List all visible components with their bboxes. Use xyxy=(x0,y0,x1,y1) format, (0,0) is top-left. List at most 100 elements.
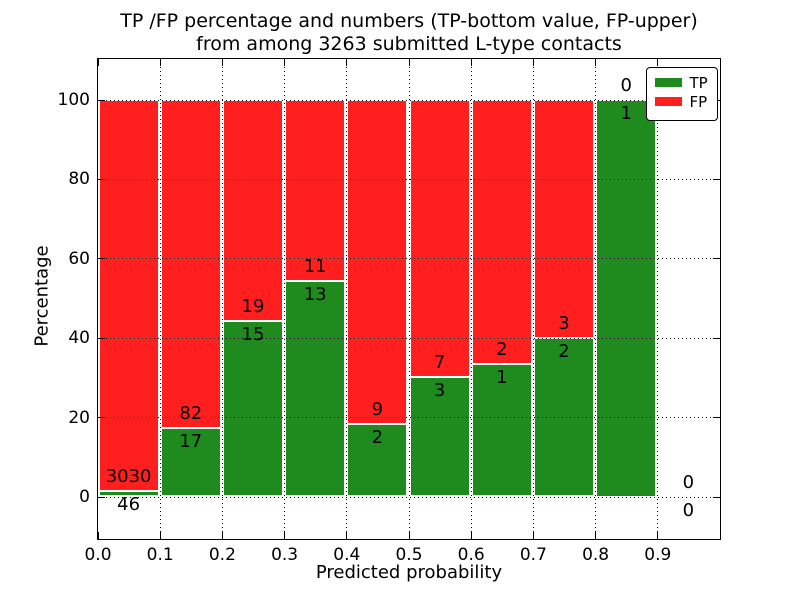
x-tick-bottom xyxy=(346,531,348,539)
y-tick-left xyxy=(97,178,105,180)
x-tick-label: 0.8 xyxy=(582,545,610,565)
fp-count-label: 11 xyxy=(303,256,327,278)
x-tick-top xyxy=(470,58,472,66)
y-tick-label: 100 xyxy=(57,90,90,110)
x-tick-bottom xyxy=(532,531,534,539)
x-tick-label: 0.6 xyxy=(457,545,485,565)
fp-count-label: 3030 xyxy=(105,465,152,487)
x-tick-label: 0.0 xyxy=(84,545,112,565)
x-tick-top xyxy=(97,58,99,66)
x-axis-label: Predicted probability xyxy=(315,562,503,583)
x-tick-top xyxy=(532,58,534,66)
bar-segment-tp xyxy=(409,377,470,497)
x-tick-label: 0.1 xyxy=(146,545,174,565)
chart-title-block: TP /FP percentage and numbers (TP-bottom… xyxy=(59,10,759,56)
bar-segment-tp xyxy=(347,424,408,497)
x-tick-top xyxy=(657,58,659,66)
gridline-vertical xyxy=(346,58,348,539)
tp-count-label: 1 xyxy=(620,102,632,124)
x-tick-bottom xyxy=(408,531,410,539)
y-tick-label: 0 xyxy=(79,487,90,507)
y-tick-label: 40 xyxy=(68,328,90,349)
fp-color-swatch xyxy=(654,97,682,106)
fp-count-label: 19 xyxy=(241,296,265,318)
bar-segment-tp xyxy=(533,337,595,497)
y-tick-label: 20 xyxy=(68,407,90,428)
bar-segment-tp xyxy=(471,364,532,497)
bar-segment-tp xyxy=(596,99,657,497)
gridline-vertical xyxy=(595,58,597,539)
tp-count-label: 13 xyxy=(303,284,327,306)
fp-count-label: 9 xyxy=(371,399,384,421)
tp-count-label: 2 xyxy=(558,340,570,362)
tp-count-label: 2 xyxy=(371,427,384,449)
x-tick-label: 0.5 xyxy=(395,545,423,565)
plot-area: TP FP 3030 46 82 17 19 15 11 13 9 2 7 3 2 1 3 2 0 1 0 0 xyxy=(96,57,721,540)
gridline-vertical xyxy=(657,58,659,539)
x-tick-top xyxy=(595,58,597,66)
bar-segment-fp xyxy=(471,99,532,365)
fp-count-label: 0 xyxy=(682,471,695,493)
legend-entry-tp: TP xyxy=(647,74,717,92)
x-tick-label: 0.9 xyxy=(644,545,672,565)
y-tick-left xyxy=(97,258,105,260)
tp-count-label: 15 xyxy=(241,324,265,346)
tp-count-label: 17 xyxy=(179,431,203,453)
x-tick-label: 0.2 xyxy=(208,545,236,565)
chart-subtitle: from among 3263 submitted L-type contact… xyxy=(196,33,622,55)
legend-label-fp: FP xyxy=(689,92,708,111)
y-tick-label: 60 xyxy=(68,248,90,269)
y-tick-right xyxy=(712,258,720,260)
fp-count-label: 7 xyxy=(433,352,446,374)
bar-segment-tp xyxy=(98,490,159,497)
tp-color-swatch xyxy=(654,78,682,87)
y-tick-right xyxy=(712,417,720,419)
y-tick-left xyxy=(97,99,105,101)
bar-segment-fp xyxy=(160,99,221,429)
bar-segment-tp xyxy=(160,428,221,497)
x-tick-top xyxy=(346,58,348,66)
fp-count-label: 2 xyxy=(496,339,508,361)
legend-label-tp: TP xyxy=(689,73,708,92)
gridline-vertical xyxy=(408,58,410,539)
y-tick-right xyxy=(712,178,720,180)
y-tick-left xyxy=(97,337,105,339)
x-tick-label: 0.3 xyxy=(271,545,299,565)
fp-count-label: 0 xyxy=(620,74,632,96)
legend: TP FP xyxy=(645,66,718,121)
x-tick-top xyxy=(284,58,286,66)
gridline-vertical xyxy=(470,58,472,539)
bar-segment-fp xyxy=(98,99,159,491)
legend-entry-fp: FP xyxy=(647,93,717,111)
bar-segment-fp xyxy=(285,99,346,282)
gridline-vertical xyxy=(284,58,286,539)
x-tick-bottom xyxy=(221,531,223,539)
tp-count-label: 1 xyxy=(496,367,508,389)
x-tick-bottom xyxy=(97,531,99,539)
x-tick-bottom xyxy=(470,531,472,539)
bar-segment-tp xyxy=(222,321,284,497)
y-tick-right xyxy=(712,337,720,339)
x-tick-top xyxy=(159,58,161,66)
gridline-vertical xyxy=(532,58,534,539)
tp-count-label: 46 xyxy=(117,493,141,515)
x-tick-label: 0.4 xyxy=(333,545,361,565)
gridline-vertical xyxy=(159,58,161,539)
tp-count-label: 0 xyxy=(682,499,695,521)
x-tick-bottom xyxy=(284,531,286,539)
y-tick-left xyxy=(97,496,105,498)
bar-segment-fp xyxy=(409,99,470,378)
y-tick-right xyxy=(712,496,720,498)
x-tick-bottom xyxy=(595,531,597,539)
gridline-vertical xyxy=(221,58,223,539)
tp-count-label: 3 xyxy=(433,380,446,402)
x-tick-bottom xyxy=(657,531,659,539)
x-tick-top xyxy=(408,58,410,66)
x-tick-label: 0.7 xyxy=(519,545,547,565)
x-tick-bottom xyxy=(159,531,161,539)
fp-count-label: 82 xyxy=(179,403,203,425)
bar-segment-fp xyxy=(533,99,595,338)
chart-title: TP /FP percentage and numbers (TP-bottom… xyxy=(120,10,698,32)
bar-segment-fp xyxy=(347,99,408,425)
